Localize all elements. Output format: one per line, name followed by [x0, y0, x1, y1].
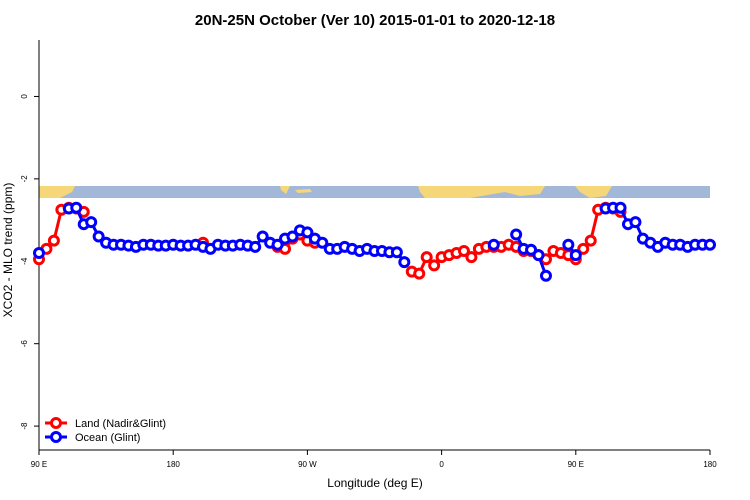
data-point [70, 201, 83, 214]
x-tick-label: 180 [167, 460, 181, 469]
data-point [465, 251, 478, 264]
data-point [704, 238, 716, 251]
data-point [532, 249, 545, 262]
data-point [577, 242, 590, 255]
y-tick-label: -8 [20, 422, 29, 430]
data-point [301, 226, 314, 239]
data-point [614, 201, 627, 214]
data-point [487, 238, 500, 251]
x-tick-label: 0 [439, 460, 444, 469]
data-point [510, 228, 523, 241]
x-tick-label: 180 [703, 460, 717, 469]
y-axis-label: XCO2 - MLO trend (ppm) [1, 183, 15, 318]
data-point [249, 240, 262, 253]
legend-marker [50, 417, 62, 429]
data-point [33, 247, 45, 260]
data-point [271, 238, 284, 251]
data-point [428, 259, 441, 272]
y-tick-label: -2 [20, 175, 29, 183]
data-point [92, 230, 105, 243]
y-tick-label: -4 [20, 257, 29, 265]
x-axis-label: Longitude (deg E) [327, 476, 422, 490]
data-point [316, 236, 329, 249]
x-tick-label: 90 W [298, 460, 317, 469]
data-point [413, 267, 426, 280]
y-tick-label: -6 [20, 340, 29, 348]
data-point [420, 251, 433, 264]
legend-marker [50, 431, 62, 443]
data-point [539, 269, 552, 282]
chart-title: 20N-25N October (Ver 10) 2015-01-01 to 2… [195, 12, 555, 29]
x-tick-label: 90 E [31, 460, 47, 469]
x-tick-label: 90 E [568, 460, 584, 469]
legend: Land (Nadir&Glint) Ocean (Glint) [45, 417, 166, 444]
data-point [286, 230, 299, 243]
data-point [562, 238, 575, 251]
legend-label: Ocean (Glint) [75, 432, 140, 444]
y-tick-label: 0 [20, 94, 29, 99]
data-point [85, 216, 98, 229]
data-point [47, 234, 60, 247]
data-point [390, 246, 403, 259]
data-point [569, 249, 582, 262]
data-point [256, 230, 269, 243]
map-strip [39, 186, 710, 198]
legend-label: Land (Nadir&Glint) [75, 418, 166, 430]
data-point [629, 216, 642, 229]
data-point [398, 256, 411, 269]
data-point [584, 234, 597, 247]
data-point [525, 243, 538, 256]
data-point [457, 244, 470, 257]
